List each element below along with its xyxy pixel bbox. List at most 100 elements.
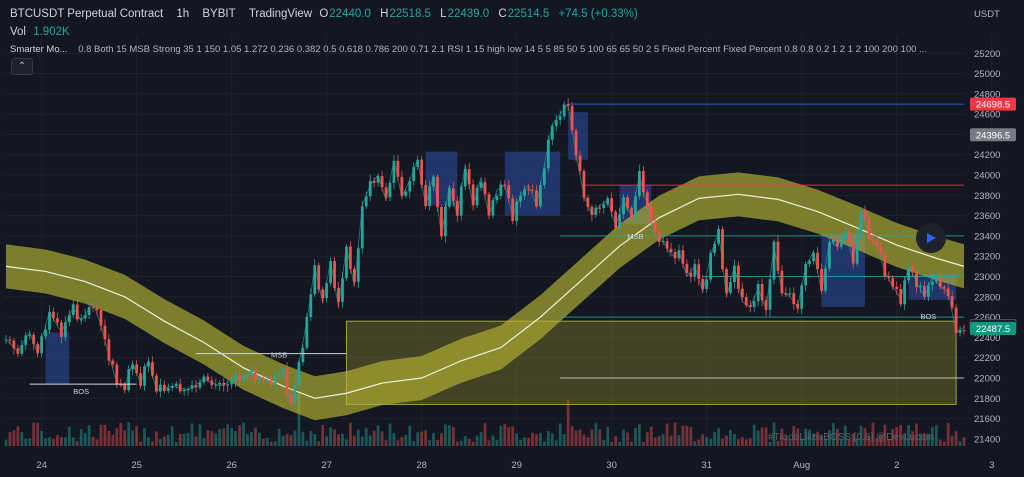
volume-bar: [875, 438, 879, 446]
volume-bar: [226, 424, 230, 446]
candle: [839, 240, 843, 247]
volume-bar: [56, 434, 59, 446]
candle: [119, 384, 123, 386]
interval-label[interactable]: 1h: [176, 8, 190, 20]
x-tick-label: 25: [131, 460, 142, 471]
volume-bar: [958, 441, 962, 446]
volume-bar: [923, 433, 926, 446]
volume-bar: [606, 427, 610, 446]
candle: [515, 201, 519, 221]
volume-bar: [792, 425, 796, 446]
volume-bar: [404, 434, 408, 446]
volume-legend[interactable]: Vol 1.902K: [10, 26, 74, 38]
volume-bar: [479, 432, 483, 446]
volume-bar: [174, 441, 178, 446]
volume-bar: [566, 399, 570, 446]
volume-bar: [570, 426, 574, 446]
x-tick-label: 28: [416, 460, 427, 471]
x-tick-label: 26: [226, 460, 237, 471]
candle: [487, 194, 491, 216]
volume-bar: [887, 438, 891, 446]
candle: [657, 231, 661, 242]
open-label: O: [319, 8, 329, 20]
volume-bar: [843, 425, 847, 446]
volume-bar: [824, 438, 827, 446]
volume-bar: [71, 437, 75, 446]
candle: [147, 362, 150, 367]
y-tick-label: 23600: [974, 211, 1000, 222]
volume-bar: [915, 423, 918, 446]
candle: [942, 286, 946, 289]
volume-bar: [202, 438, 206, 446]
y-tick-label: 21800: [974, 394, 1000, 405]
y-axis-unit: USDT: [974, 9, 1000, 20]
volume-bar: [839, 439, 843, 446]
candle: [717, 229, 720, 244]
candle: [820, 268, 823, 291]
volume-bar: [376, 425, 380, 446]
candle: [475, 187, 479, 206]
indicator-legend[interactable]: Smarter Mo... 0.8 Both 15 MSB Strong 35 …: [10, 44, 931, 55]
candle: [816, 252, 819, 269]
symbol-name[interactable]: BTCUSDT Perpetual Contract: [10, 8, 164, 20]
candle: [855, 236, 859, 264]
volume-bar: [677, 435, 681, 446]
volume-bar: [214, 433, 218, 446]
volume-bar: [281, 435, 285, 446]
volume-bar: [487, 440, 491, 446]
candle: [135, 364, 139, 374]
volume-bar: [558, 423, 562, 446]
candle: [174, 383, 178, 387]
candle: [736, 265, 740, 289]
candle: [887, 276, 891, 278]
candle: [911, 266, 914, 272]
candle: [685, 263, 689, 273]
volume-bar: [942, 441, 946, 446]
volume-bar: [867, 436, 871, 446]
candle: [265, 379, 269, 381]
play-button[interactable]: [916, 223, 946, 253]
candle: [835, 239, 839, 247]
candle: [653, 221, 657, 232]
x-tick-label: 29: [511, 460, 522, 471]
candle: [768, 279, 772, 310]
candle: [75, 304, 79, 320]
y-tick-label: 25200: [974, 49, 1000, 60]
candle: [131, 364, 135, 370]
candle: [384, 187, 388, 198]
price-label: 24698.5: [976, 100, 1010, 111]
candle: [772, 241, 776, 280]
candle: [20, 344, 24, 354]
candle: [28, 334, 32, 336]
volume-bar: [475, 435, 479, 446]
volume-bar: [519, 439, 523, 446]
volume-bar: [554, 440, 558, 446]
volume-bar: [420, 431, 424, 446]
volume-bar: [166, 434, 170, 446]
y-tick-label: 22200: [974, 353, 1000, 364]
candle: [95, 308, 99, 311]
volume-bar: [831, 423, 835, 446]
candle: [740, 288, 744, 298]
candle: [432, 176, 435, 187]
volume-bar: [139, 441, 142, 446]
chevron-up-icon[interactable]: ⌃: [11, 58, 33, 75]
candle: [491, 200, 495, 216]
volume-bar: [828, 430, 831, 446]
low-label: L: [440, 8, 447, 20]
volume-bar: [934, 425, 938, 446]
candle: [677, 250, 681, 259]
candle: [562, 104, 566, 117]
candle: [71, 304, 75, 315]
candle: [847, 231, 851, 242]
candle: [368, 180, 372, 197]
candle: [796, 304, 800, 309]
y-tick-label: 21400: [974, 434, 1000, 445]
candle: [451, 188, 455, 201]
volume-bar: [927, 433, 930, 446]
x-tick-label: 24: [36, 460, 47, 471]
volume-bar: [190, 423, 194, 446]
candle: [859, 211, 863, 237]
volume-bar: [804, 428, 808, 446]
